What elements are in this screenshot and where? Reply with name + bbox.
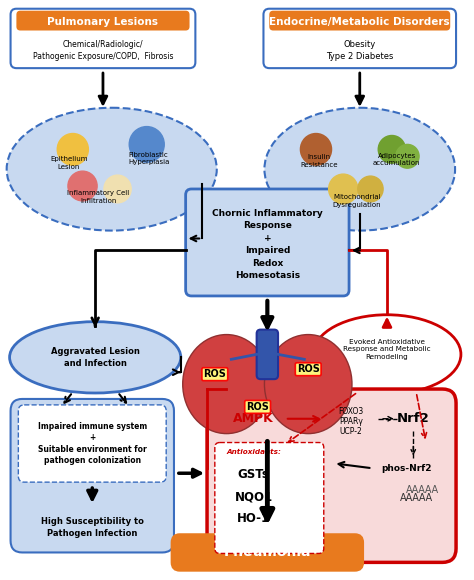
Circle shape — [104, 175, 131, 203]
Text: Endocrine/Metabolic Disorders: Endocrine/Metabolic Disorders — [269, 17, 450, 27]
Text: ROS: ROS — [297, 364, 319, 374]
FancyBboxPatch shape — [186, 189, 349, 296]
Circle shape — [358, 176, 383, 202]
Circle shape — [396, 144, 419, 168]
FancyBboxPatch shape — [269, 10, 450, 31]
Text: PPARγ: PPARγ — [339, 417, 363, 426]
Circle shape — [57, 133, 88, 165]
Text: ROS: ROS — [203, 369, 226, 379]
Text: Chemical/Radiologic/
Pathogenic Exposure/COPD,  Fibrosis: Chemical/Radiologic/ Pathogenic Exposure… — [33, 40, 173, 61]
FancyBboxPatch shape — [17, 10, 190, 31]
Ellipse shape — [264, 335, 352, 434]
Text: GSTs: GSTs — [238, 467, 270, 481]
Text: Mitochondrial
Dysregulation: Mitochondrial Dysregulation — [333, 194, 381, 208]
Text: HO-1: HO-1 — [237, 512, 270, 525]
Text: Impaired immune system
+
Suitable environment for
pathogen colonization: Impaired immune system + Suitable enviro… — [37, 422, 147, 465]
Text: Antioxidants:: Antioxidants: — [226, 450, 281, 455]
Text: Fibroblastic
Hyperplasia: Fibroblastic Hyperplasia — [128, 151, 169, 165]
Ellipse shape — [9, 322, 181, 393]
Text: Obesity
Type 2 Diabetes: Obesity Type 2 Diabetes — [326, 40, 393, 61]
Ellipse shape — [264, 108, 455, 231]
FancyBboxPatch shape — [215, 443, 324, 553]
Text: Pulmonary Lesions: Pulmonary Lesions — [47, 17, 158, 27]
Text: phos-Nrf2: phos-Nrf2 — [381, 464, 432, 473]
Text: Evoked Antioxidative
Response and Metabolic
Remodeling: Evoked Antioxidative Response and Metabo… — [343, 339, 431, 360]
Text: Nrf2: Nrf2 — [397, 412, 429, 425]
Circle shape — [129, 126, 164, 162]
Circle shape — [68, 171, 97, 201]
Circle shape — [378, 136, 405, 163]
Text: AMPK: AMPK — [233, 412, 274, 425]
Text: Chornic Inflammatory
Response
+
Impaired
Redox
Homesotasis: Chornic Inflammatory Response + Impaired… — [212, 209, 323, 280]
Text: FOXO3: FOXO3 — [338, 407, 364, 416]
Ellipse shape — [313, 315, 461, 394]
FancyBboxPatch shape — [10, 399, 174, 553]
Text: NQO1: NQO1 — [235, 491, 273, 503]
Text: UCP-2: UCP-2 — [340, 427, 363, 436]
FancyBboxPatch shape — [18, 405, 166, 482]
Text: Adipocytes
accumulation: Adipocytes accumulation — [373, 153, 420, 166]
Ellipse shape — [182, 335, 270, 434]
Text: ROS: ROS — [246, 402, 269, 412]
Text: ААААА: ААААА — [406, 485, 439, 495]
Text: Epithelium
Lesion: Epithelium Lesion — [50, 157, 88, 170]
Text: Inflammatory Cell
Infiltration: Inflammatory Cell Infiltration — [67, 190, 129, 204]
FancyBboxPatch shape — [10, 9, 195, 68]
FancyBboxPatch shape — [256, 329, 278, 379]
Text: Insulin
Resistance: Insulin Resistance — [300, 154, 337, 168]
Text: High Susceptibility to
Pathogen Infection: High Susceptibility to Pathogen Infectio… — [41, 517, 144, 538]
Text: ААААА: ААААА — [400, 493, 433, 503]
FancyBboxPatch shape — [207, 389, 456, 563]
FancyBboxPatch shape — [172, 535, 363, 570]
Circle shape — [328, 174, 358, 204]
Text: Aggravated Lesion
and Infection: Aggravated Lesion and Infection — [51, 347, 140, 368]
Ellipse shape — [7, 108, 217, 231]
Text: Pneumonia: Pneumonia — [224, 545, 311, 560]
Circle shape — [301, 133, 331, 165]
FancyBboxPatch shape — [264, 9, 456, 68]
